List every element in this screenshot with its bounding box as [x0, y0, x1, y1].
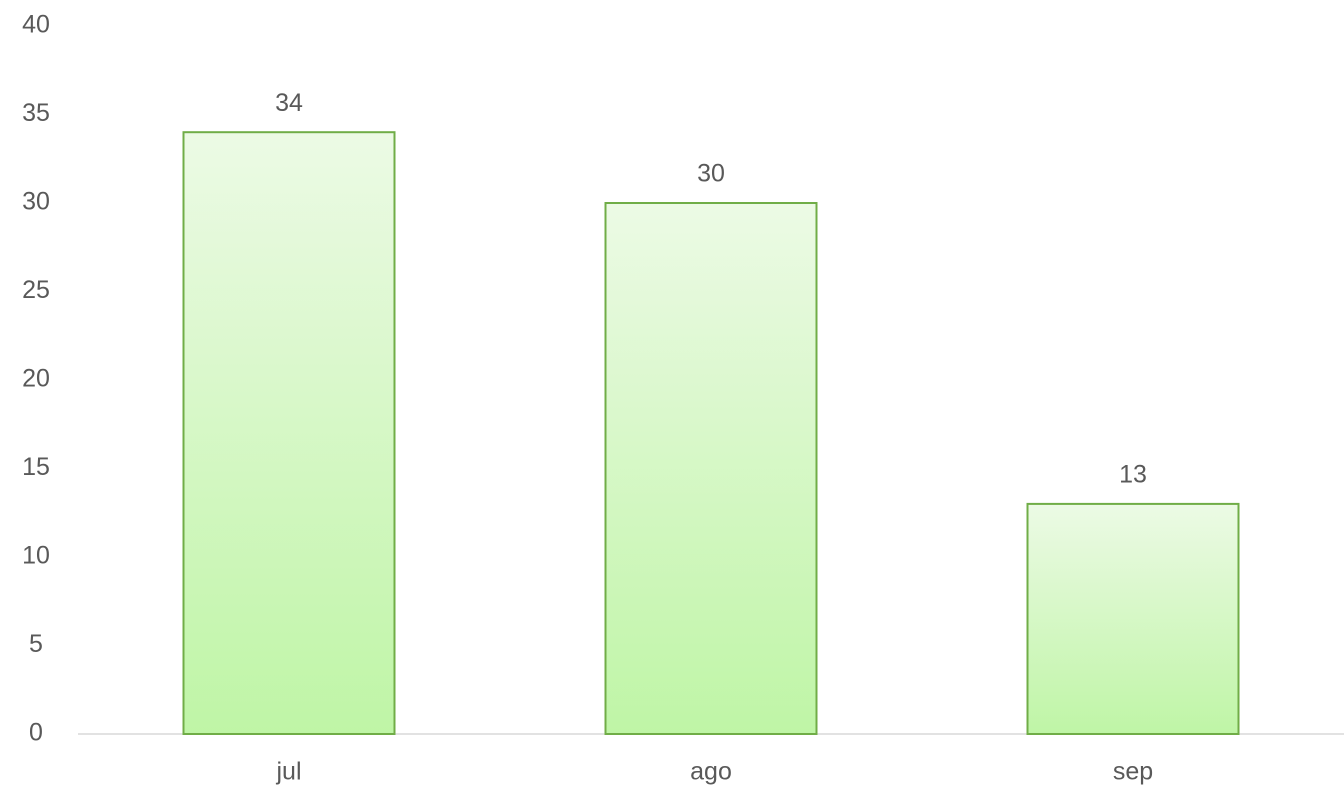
y-tick-label: 35	[22, 99, 50, 127]
y-tick-label: 15	[22, 453, 50, 481]
y-tick-label: 5	[29, 630, 43, 658]
y-tick-label: 0	[29, 719, 43, 747]
y-tick-label: 20	[22, 365, 50, 393]
bar	[182, 131, 396, 735]
y-tick-label: 30	[22, 188, 50, 216]
data-label: 13	[1119, 461, 1147, 489]
x-tick-label: sep	[1113, 758, 1153, 786]
data-label: 34	[275, 89, 303, 117]
bar	[1026, 502, 1240, 735]
x-tick-label: ago	[690, 758, 732, 786]
y-tick-label: 25	[22, 276, 50, 304]
x-tick-label: jul	[275, 758, 301, 786]
data-label: 30	[697, 160, 725, 188]
y-tick-label: 40	[22, 11, 50, 39]
y-tick-label: 10	[22, 542, 50, 570]
bar	[604, 202, 818, 735]
